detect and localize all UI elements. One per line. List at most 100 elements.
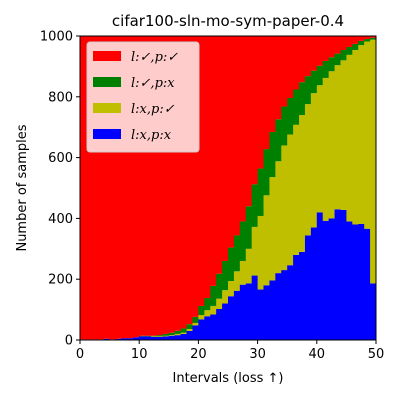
legend: l:✓,p:✓ l:✓,p:x l:x,p:✓ l:x,p:x (86, 41, 200, 153)
bar-segment (228, 247, 235, 282)
bar-segment (180, 332, 187, 334)
bar-segment (352, 224, 359, 340)
bar-segment (233, 235, 241, 272)
bar-segment (103, 36, 110, 339)
bar-segment (328, 57, 335, 72)
bar-segment (168, 332, 176, 336)
bar-segment (198, 319, 205, 340)
bar-segment (192, 322, 199, 326)
bar-segment (299, 36, 306, 83)
bar-segment (228, 281, 235, 297)
bar-segment (299, 82, 306, 116)
bar-segment (269, 36, 276, 133)
bar-segment (174, 333, 182, 336)
bar-segment (239, 260, 247, 285)
bar-segment (85, 36, 93, 340)
bar-segment (257, 36, 264, 169)
bar-segment (186, 324, 193, 330)
bar-segment (316, 36, 324, 66)
x-tick-label: 30 (249, 347, 266, 362)
bar-segment (251, 36, 258, 185)
bar-segment (186, 329, 193, 331)
bar-segment (156, 36, 164, 336)
bar-segment (228, 296, 235, 340)
bar-segment (263, 285, 270, 340)
bar-segment (269, 177, 276, 281)
bar-segment (151, 336, 158, 340)
legend-label: l:x,p:✓ (131, 102, 175, 117)
bar-segment (156, 335, 164, 337)
bar-segment (103, 338, 110, 340)
bar-segment (204, 316, 211, 340)
bar-segment (156, 336, 164, 340)
bar-segment (316, 212, 324, 340)
bar-segment (216, 36, 223, 274)
bar-segment (162, 333, 170, 336)
bar-segment (174, 330, 182, 334)
bar-segment (245, 36, 253, 207)
bar-segment (364, 228, 371, 340)
bar-segment (115, 338, 122, 340)
bar-segment (168, 335, 176, 336)
legend-swatch (93, 77, 121, 87)
bar-segment (222, 36, 229, 261)
bar-segment (91, 36, 99, 340)
bar-segment (322, 220, 330, 340)
bar-segment (192, 36, 199, 317)
bar-segment (145, 36, 152, 336)
bar-segment (334, 53, 341, 66)
bar-segment (97, 36, 105, 340)
chart-title: cifar100-sln-mo-sym-paper-0.4 (112, 12, 344, 30)
bar-segment (162, 335, 170, 337)
bar-segment (162, 336, 170, 340)
bar-segment (115, 36, 122, 339)
y-tick-label: 0 (65, 334, 73, 349)
bar-segment (216, 308, 223, 340)
bar-segment (186, 36, 193, 325)
bar-segment (228, 36, 235, 248)
bar-segment (210, 305, 217, 315)
legend-label: l:✓,p:✓ (131, 50, 178, 65)
bar-segment (245, 283, 253, 340)
bar-segment (352, 36, 359, 44)
bar-segment (299, 115, 306, 252)
bar-segment (304, 235, 312, 340)
x-tick-label: 50 (368, 347, 385, 362)
x-tick-label: 0 (76, 347, 84, 362)
bar-segment (80, 36, 87, 340)
bar-segment (139, 335, 146, 337)
bar-segment (304, 104, 312, 236)
bar-segment (180, 328, 187, 333)
bar-segment (263, 195, 270, 286)
bar-segment (192, 316, 199, 323)
bar-segment (304, 76, 312, 105)
bar-segment (287, 265, 294, 340)
bar-segment (293, 124, 300, 255)
bar-segment (145, 335, 152, 337)
bar-segment (281, 106, 288, 146)
bar-segment (299, 251, 306, 340)
bar-segment (322, 36, 330, 61)
bar-segment (370, 37, 377, 40)
bar-segment (310, 93, 318, 228)
y-tick-label: 800 (48, 90, 73, 105)
bar-segment (269, 132, 276, 178)
bar-segment (352, 49, 359, 225)
bar-segment (204, 310, 211, 317)
bar-segment (358, 45, 365, 224)
bar-segment (269, 280, 276, 340)
bar-segment (346, 36, 353, 47)
bar-segment (233, 36, 241, 236)
bar-segment (257, 289, 264, 340)
bar-segment (275, 119, 282, 162)
bar-segment (216, 298, 223, 309)
bar-segment (239, 221, 247, 261)
legend-label: l:x,p:x (131, 128, 172, 143)
bar-segment (257, 215, 264, 290)
legend-box (86, 41, 200, 153)
bar-segment (156, 336, 164, 337)
bar-segment (151, 335, 158, 337)
bar-segment (245, 248, 253, 284)
bar-segment (370, 36, 377, 38)
